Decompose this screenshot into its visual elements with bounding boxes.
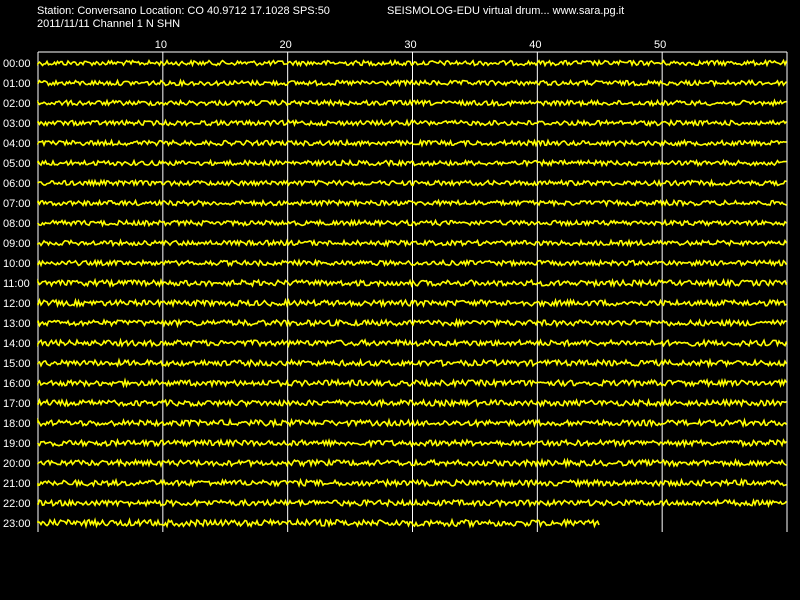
trace-0700 <box>37 198 787 208</box>
hour-label-1500: 15:00 <box>3 358 31 370</box>
trace-1500 <box>37 357 788 369</box>
hour-label-0200: 02:00 <box>3 98 31 110</box>
app-title: SEISMOLOG-EDU virtual drum... www.sara.p… <box>387 5 625 17</box>
hour-label-2100: 21:00 <box>3 478 31 490</box>
hour-label-0300: 03:00 <box>3 118 31 130</box>
hour-label-0700: 07:00 <box>3 198 31 210</box>
hour-label-0600: 06:00 <box>3 178 31 190</box>
trace-1300 <box>37 317 787 329</box>
hour-label-2000: 20:00 <box>3 458 31 470</box>
trace-0100 <box>37 78 788 88</box>
date-channel-info: 2011/11/11 Channel 1 N SHN <box>37 18 181 30</box>
x-tick-label-10: 10 <box>155 39 167 51</box>
trace-1400 <box>37 337 788 349</box>
trace-2000 <box>37 457 787 469</box>
station-info: Station: Conversano Location: CO 40.9712… <box>37 5 330 17</box>
trace-2200 <box>37 497 788 509</box>
trace-1600 <box>37 377 788 389</box>
hour-label-1200: 12:00 <box>3 298 31 310</box>
trace-0800 <box>37 218 788 228</box>
trace-0500 <box>37 158 787 168</box>
trace-2300 <box>37 517 600 530</box>
trace-0600 <box>37 178 787 188</box>
hour-label-0400: 04:00 <box>3 138 31 150</box>
trace-1700 <box>37 397 787 409</box>
hour-label-1100: 11:00 <box>3 278 30 290</box>
trace-1200 <box>37 297 787 309</box>
trace-1100 <box>37 277 788 289</box>
hour-label-2200: 22:00 <box>3 498 31 510</box>
trace-0200 <box>37 98 787 108</box>
hour-label-0800: 08:00 <box>3 218 31 230</box>
hour-label-1900: 19:00 <box>3 438 31 450</box>
x-tick-label-30: 30 <box>404 39 416 51</box>
hour-label-1700: 17:00 <box>3 398 31 410</box>
hour-label-1400: 14:00 <box>3 338 31 350</box>
hour-label-0500: 05:00 <box>3 158 31 170</box>
hour-label-1800: 18:00 <box>3 418 31 430</box>
trace-1900 <box>37 437 788 449</box>
x-tick-label-40: 40 <box>529 39 541 51</box>
trace-0000 <box>37 58 788 68</box>
x-tick-label-50: 50 <box>654 39 666 51</box>
x-tick-label-20: 20 <box>280 39 292 51</box>
trace-0900 <box>37 238 788 248</box>
hour-label-1000: 10:00 <box>3 258 31 270</box>
hour-label-0100: 01:00 <box>3 78 31 90</box>
hour-label-0000: 00:00 <box>3 58 31 70</box>
hour-label-1300: 13:00 <box>3 318 31 330</box>
trace-0300 <box>37 118 788 128</box>
trace-2100 <box>37 477 787 489</box>
hour-label-0900: 09:00 <box>3 238 31 250</box>
hour-label-1600: 16:00 <box>3 378 31 390</box>
trace-0400 <box>37 138 787 148</box>
hour-label-2300: 23:00 <box>3 518 31 530</box>
trace-1000 <box>37 258 788 268</box>
trace-1800 <box>37 417 788 429</box>
